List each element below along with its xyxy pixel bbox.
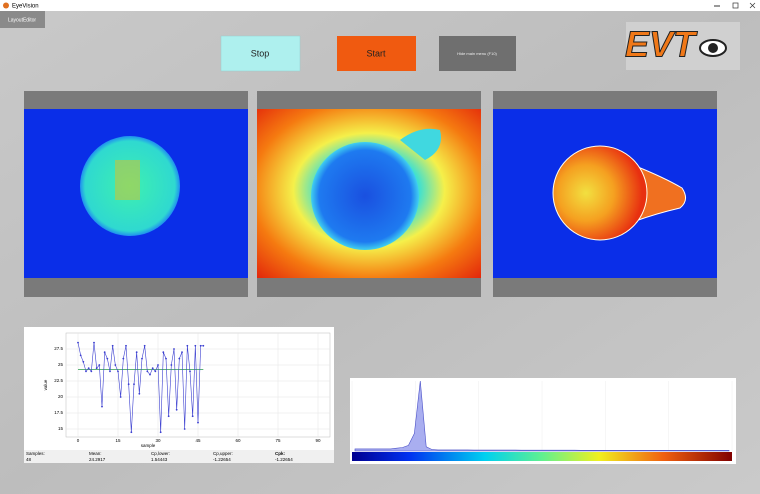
- data-point: [194, 344, 197, 347]
- x-tick-label: 30: [155, 438, 161, 443]
- stat-label: Samples:: [26, 451, 45, 456]
- stat-value: 48: [26, 457, 32, 462]
- data-point: [106, 357, 109, 360]
- x-tick-label: 45: [195, 438, 201, 443]
- y-tick-label: 17.5: [54, 410, 63, 415]
- y-axis-label: value: [43, 379, 48, 390]
- maximize[interactable]: [732, 2, 739, 9]
- button-label: LayoutEditor: [8, 17, 36, 23]
- x-tick-label: 90: [315, 438, 321, 443]
- data-point: [191, 415, 194, 418]
- button-label: Hide main menu (F10): [457, 51, 497, 56]
- y-tick-label: 20: [58, 394, 64, 399]
- data-point: [138, 392, 141, 395]
- title-bar: [0, 0, 760, 11]
- color-bar: [352, 452, 732, 461]
- data-point: [122, 357, 125, 360]
- data-point: [149, 373, 151, 376]
- stat-value: -1.22654: [213, 457, 231, 462]
- data-point: [130, 431, 133, 434]
- stat-label: Cp,upper:: [213, 451, 233, 456]
- histogram-area: [354, 380, 730, 452]
- button-label: Start: [366, 48, 386, 58]
- data-point: [135, 351, 138, 354]
- data-point: [159, 431, 162, 434]
- stop-button[interactable]: Stop: [220, 35, 301, 72]
- data-point: [125, 344, 127, 347]
- data-point: [85, 370, 87, 373]
- data-point: [98, 364, 101, 366]
- data-point: [183, 428, 186, 430]
- stat-value: 1.54443: [151, 457, 168, 462]
- data-point: [119, 396, 122, 398]
- stat-label: Cp,lower:: [151, 451, 170, 456]
- app-icon: [3, 2, 9, 9]
- data-point: [87, 367, 90, 370]
- data-point: [101, 405, 103, 408]
- data-point: [143, 344, 146, 347]
- window-title: EyeVision: [12, 4, 39, 10]
- button-label: Stop: [251, 48, 270, 58]
- camera-panel: [257, 91, 481, 297]
- data-point: [189, 370, 191, 373]
- data-point: [117, 370, 119, 373]
- data-point: [157, 364, 159, 366]
- data-point: [165, 357, 167, 360]
- logo-text: EVT: [625, 24, 698, 65]
- stat-label: Mean:: [89, 451, 102, 456]
- x-tick-label: 15: [115, 438, 121, 443]
- camera-panel: [24, 91, 248, 297]
- data-point: [146, 370, 149, 373]
- layout-editor-button[interactable]: LayoutEditor: [0, 11, 45, 28]
- data-point: [127, 383, 130, 386]
- data-point: [154, 370, 157, 373]
- data-point: [79, 354, 82, 357]
- data-point: [199, 344, 202, 347]
- data-point: [103, 351, 106, 354]
- data-point: [133, 383, 135, 386]
- data-point: [181, 351, 183, 354]
- data-point: [151, 367, 154, 370]
- data-point: [82, 360, 85, 363]
- data-point: [141, 357, 143, 360]
- stat-value: 24.2917: [89, 457, 106, 462]
- histogram: [350, 378, 736, 464]
- y-tick-label: 15: [58, 426, 64, 431]
- data-point: [178, 357, 181, 360]
- hide-menu-button[interactable]: Hide main menu (F10): [439, 36, 516, 71]
- logo: EVT: [624, 22, 740, 70]
- data-point: [197, 421, 199, 424]
- start-button[interactable]: Start: [337, 36, 416, 71]
- data-point: [109, 370, 111, 373]
- x-axis-label: sample: [141, 443, 156, 448]
- data-point: [111, 344, 114, 347]
- data-point: [77, 341, 79, 344]
- stat-value: -1.22654: [275, 457, 293, 462]
- data-point: [175, 408, 178, 411]
- data-point: [170, 364, 173, 366]
- data-point: [167, 415, 170, 418]
- camera-panel: [493, 91, 717, 297]
- close[interactable]: [749, 2, 756, 9]
- x-tick-label: 0: [77, 438, 80, 443]
- y-tick-label: 22.5: [54, 378, 63, 383]
- data-point: [114, 364, 117, 366]
- data-point: [173, 348, 175, 350]
- x-tick-label: 60: [235, 438, 241, 443]
- data-point: [202, 344, 205, 347]
- y-tick-label: 25: [58, 362, 64, 367]
- data-point: [93, 341, 95, 344]
- data-point: [90, 370, 93, 373]
- y-tick-label: 27.5: [54, 346, 63, 351]
- x-tick-label: 75: [275, 438, 281, 443]
- line-chart: 15 17.5 20 22.5 25 27.5 0 15 30 45 60 75 90 sample val…: [24, 327, 334, 463]
- stat-label: Cpk:: [275, 451, 286, 456]
- data-point: [162, 351, 165, 354]
- data-point: [95, 367, 98, 370]
- data-point: [186, 344, 189, 347]
